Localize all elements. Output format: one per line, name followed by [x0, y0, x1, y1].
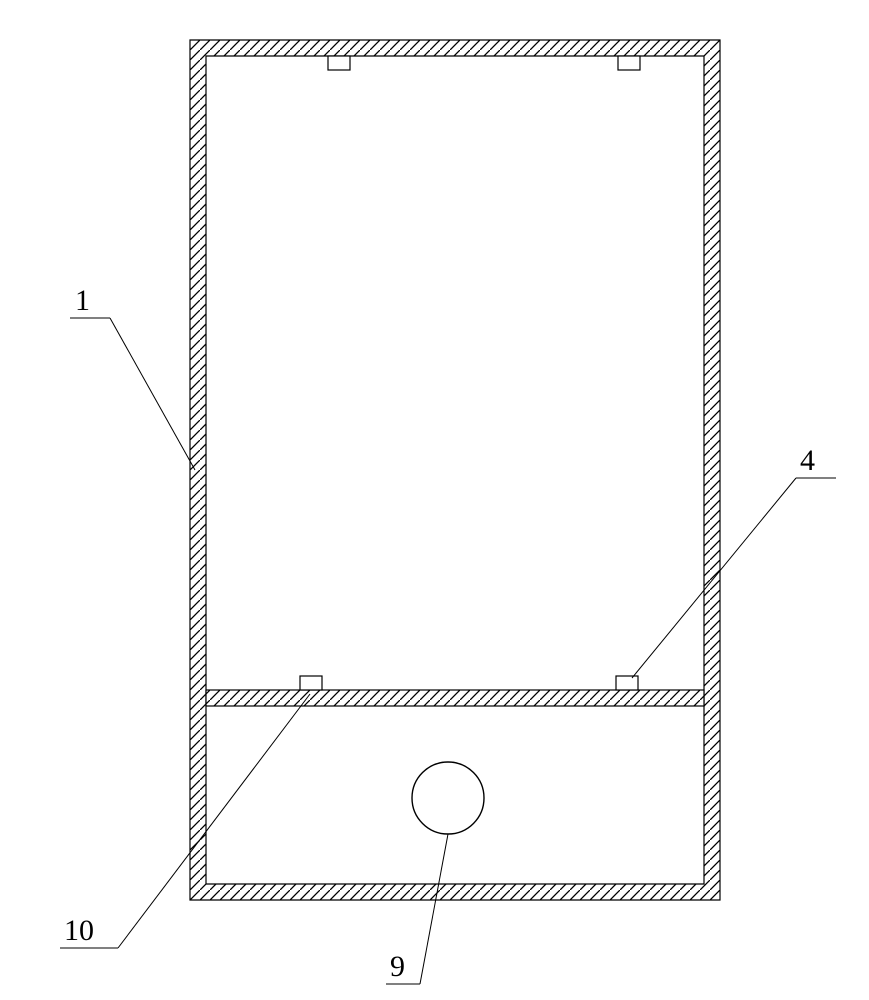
- tab-top-right: [618, 56, 640, 70]
- tab-mid-right: [616, 676, 638, 690]
- label-10: 10: [64, 914, 94, 947]
- leader-10-line: [118, 694, 310, 948]
- label-4: 4: [800, 444, 815, 477]
- tab-top-left: [328, 56, 350, 70]
- enclosure-walls: [190, 40, 720, 900]
- shelf-divider: [206, 690, 704, 706]
- port-circle: [412, 762, 484, 834]
- leader-9-line: [420, 834, 448, 984]
- label-9: 9: [390, 950, 405, 983]
- leader-1-line: [110, 318, 195, 470]
- label-1: 1: [75, 284, 90, 317]
- tab-mid-left: [300, 676, 322, 690]
